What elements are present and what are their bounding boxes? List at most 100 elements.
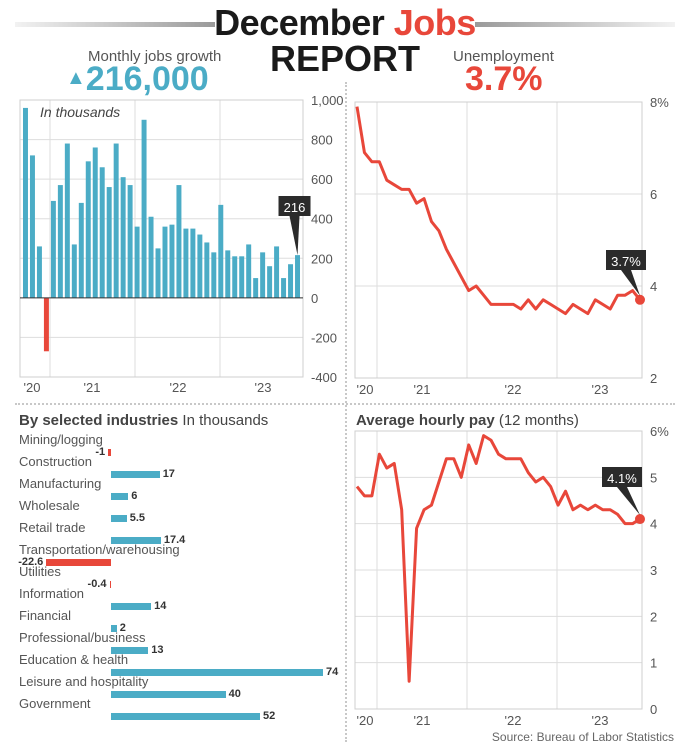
y-tick-label: -200 xyxy=(311,330,337,345)
industry-bar xyxy=(108,449,111,456)
bar xyxy=(141,119,147,298)
horizontal-divider xyxy=(15,403,675,405)
jobs-callout-box xyxy=(278,196,311,216)
unemployment-line xyxy=(355,106,642,316)
bar xyxy=(211,252,217,298)
bar xyxy=(197,234,203,298)
plot-frame xyxy=(354,101,643,379)
y-tick-label: 1 xyxy=(650,656,657,671)
x-tick-label: '21 xyxy=(414,713,431,725)
jobs-callout-pointer xyxy=(289,216,300,256)
bar xyxy=(113,143,119,298)
industry-label: Leisure and hospitality xyxy=(19,674,149,689)
industry-value-label: 6 xyxy=(131,490,138,502)
vertical-divider xyxy=(345,82,347,742)
jobs-growth-value: ▲216,000 xyxy=(66,60,209,99)
jobs-callout-label: 216 xyxy=(284,200,306,215)
industry-label: Government xyxy=(19,696,91,711)
bar xyxy=(148,216,154,298)
last-point-marker xyxy=(635,294,645,305)
x-tick-label: '23 xyxy=(255,380,272,395)
unemployment-callout-label: 3.7% xyxy=(611,254,641,269)
up-arrow-icon: ▲ xyxy=(66,67,86,89)
title-part1: December xyxy=(214,2,385,43)
industry-bar xyxy=(46,559,111,566)
industry-value-label: 13 xyxy=(151,644,164,656)
industry-value-label: 52 xyxy=(262,710,276,722)
y-tick-label: 8% xyxy=(650,95,669,110)
hourly-pay-callout-pointer xyxy=(617,487,640,516)
industry-bar xyxy=(111,691,226,698)
x-tick-label: '22 xyxy=(170,380,187,395)
bar xyxy=(64,143,70,298)
x-tick-label: '23 xyxy=(592,713,609,725)
bar xyxy=(99,167,105,298)
industry-bar xyxy=(111,493,129,500)
industry-label: Professional/business xyxy=(19,630,146,645)
y-tick-label: 0 xyxy=(311,291,318,306)
industry-bar xyxy=(111,625,117,632)
title-rule-left xyxy=(15,22,215,27)
industry-bar xyxy=(109,581,111,588)
bar xyxy=(134,226,140,298)
industry-label: Manufacturing xyxy=(19,476,102,491)
bar xyxy=(260,252,266,298)
x-tick-label: '20 xyxy=(24,380,41,395)
industry-value-label: -1 xyxy=(95,446,106,458)
x-tick-label: '22 xyxy=(505,713,522,725)
hourly-pay-subtitle: (12 months) xyxy=(498,412,579,429)
industry-label: Financial xyxy=(19,608,72,623)
y-tick-label: 1,000 xyxy=(311,93,344,108)
bar xyxy=(253,278,259,298)
industry-bar xyxy=(111,669,323,676)
industry-label: Education & health xyxy=(19,652,129,667)
industries-title: By selected industries In thousands xyxy=(19,412,268,429)
bar xyxy=(183,228,189,298)
jobs-bar-chart: 1,000 800 600 400 200 0 -200 -400 In thousands '2… xyxy=(19,93,344,395)
industry-bar xyxy=(111,603,152,610)
industry-bar xyxy=(111,515,127,522)
x-tick-label: '23 xyxy=(592,382,609,397)
y-tick-label: 3 xyxy=(650,563,657,578)
bar xyxy=(225,250,231,298)
hourly-pay-heading: Average hourly pay xyxy=(356,412,495,429)
unemployment-value: 3.7% xyxy=(465,60,543,98)
x-tick-label: '21 xyxy=(414,382,431,397)
last-point-marker xyxy=(635,514,645,525)
x-tick-label: '20 xyxy=(357,713,374,725)
unemployment-label: Unemployment xyxy=(453,48,554,65)
bar xyxy=(281,278,287,298)
industry-label: Construction xyxy=(19,454,92,469)
bar xyxy=(239,256,245,298)
y-tick-label: 2 xyxy=(650,371,657,386)
unemployment-line-chart: 8% 6 4 2 '20 '21 '22 '23 3.7% xyxy=(354,95,669,397)
industry-label: Transportation/warehousing xyxy=(19,542,180,557)
industry-value-label: 74 xyxy=(326,666,339,678)
hourly-pay-title: Average hourly pay (12 months) xyxy=(356,412,579,429)
industry-bar xyxy=(111,537,161,544)
bar xyxy=(190,228,196,298)
industry-value-label: 5.5 xyxy=(129,512,146,524)
industry-value-label: -22.6 xyxy=(18,556,44,568)
page-subtitle: REPORT xyxy=(269,38,420,79)
jobs-growth-label: Monthly jobs growth xyxy=(88,48,222,65)
industries-heading: By selected industries xyxy=(19,412,179,429)
plot-frame xyxy=(19,99,304,378)
y-tick-label: 4 xyxy=(650,279,657,294)
y-tick-label: -400 xyxy=(311,370,337,385)
bar xyxy=(120,177,126,298)
industry-label: Utilities xyxy=(19,564,61,579)
bar xyxy=(295,255,300,298)
hourly-pay-line xyxy=(355,434,641,683)
industry-bar xyxy=(111,647,149,654)
y-tick-label: 2 xyxy=(650,609,657,624)
industry-value-label: 17 xyxy=(162,468,175,480)
bar xyxy=(85,161,91,298)
bar xyxy=(176,185,182,298)
bar xyxy=(36,246,42,298)
units-annotation: In thousands xyxy=(40,104,120,120)
industry-value-label: 40 xyxy=(228,688,241,700)
industry-label: Information xyxy=(19,586,85,601)
bar xyxy=(57,185,63,298)
hourly-pay-callout-label: 4.1% xyxy=(607,471,637,486)
